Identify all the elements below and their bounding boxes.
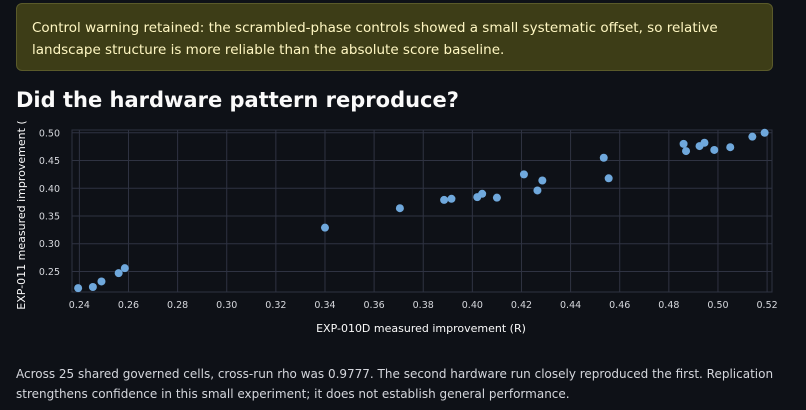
y-tick-label: 0.25 — [39, 267, 60, 278]
data-point — [533, 186, 542, 195]
x-tick-label: 0.42 — [511, 300, 532, 311]
plot-frame — [71, 129, 773, 293]
y-tick-label: 0.50 — [39, 128, 60, 139]
data-point — [682, 147, 691, 156]
data-point — [604, 174, 613, 183]
y-tick-label: 0.30 — [39, 239, 60, 250]
data-point — [395, 204, 404, 213]
x-tick-label: 0.44 — [560, 300, 581, 311]
data-point — [447, 194, 456, 203]
data-point — [320, 223, 329, 232]
data-point — [538, 176, 547, 185]
x-tick-label: 0.30 — [216, 300, 237, 311]
data-point — [97, 277, 106, 286]
section-heading: Did the hardware pattern reproduce? — [16, 88, 459, 112]
x-tick-label: 0.26 — [118, 300, 139, 311]
y-tick-label: 0.40 — [39, 184, 60, 195]
data-point — [748, 132, 757, 141]
x-tick-label: 0.32 — [265, 300, 286, 311]
y-tick-label: 0.35 — [39, 211, 60, 222]
data-point — [700, 138, 709, 147]
y-axis-label: EXP-011 measured improvement ( — [15, 120, 28, 309]
x-tick-label: 0.36 — [364, 300, 385, 311]
x-tick-label: 0.28 — [167, 300, 188, 311]
data-point — [599, 153, 608, 162]
data-point — [114, 269, 123, 278]
warning-alert: Control warning retained: the scrambled-… — [16, 3, 773, 71]
x-tick-label: 0.46 — [609, 300, 630, 311]
x-tick-label: 0.24 — [69, 300, 90, 311]
x-tick-label: 0.50 — [707, 300, 728, 311]
data-point — [74, 284, 83, 293]
data-point — [679, 139, 688, 148]
x-tick-label: 0.52 — [757, 300, 778, 311]
data-point — [726, 143, 735, 152]
x-axis-label: EXP-010D measured improvement (R) — [316, 322, 526, 335]
data-point — [120, 264, 129, 273]
x-tick-label: 0.34 — [314, 300, 335, 311]
x-tick-label: 0.38 — [413, 300, 434, 311]
warning-alert-text: Control warning retained: the scrambled-… — [32, 20, 718, 58]
data-point — [760, 128, 769, 137]
data-point — [440, 195, 449, 204]
scatter-chart: 0.24 0.26 0.28 0.30 0.32 0.34 0.36 0.38 0.40 0.42… — [15, 120, 778, 335]
x-tick-label: 0.48 — [658, 300, 679, 311]
data-point — [492, 193, 501, 202]
data-point — [88, 283, 97, 292]
x-tick-label: 0.40 — [462, 300, 483, 311]
y-tick-label: 0.45 — [39, 156, 60, 167]
data-point — [519, 170, 528, 179]
data-point — [710, 145, 719, 154]
data-point — [478, 189, 487, 198]
result-caption: Across 25 shared governed cells, cross-r… — [16, 367, 774, 401]
